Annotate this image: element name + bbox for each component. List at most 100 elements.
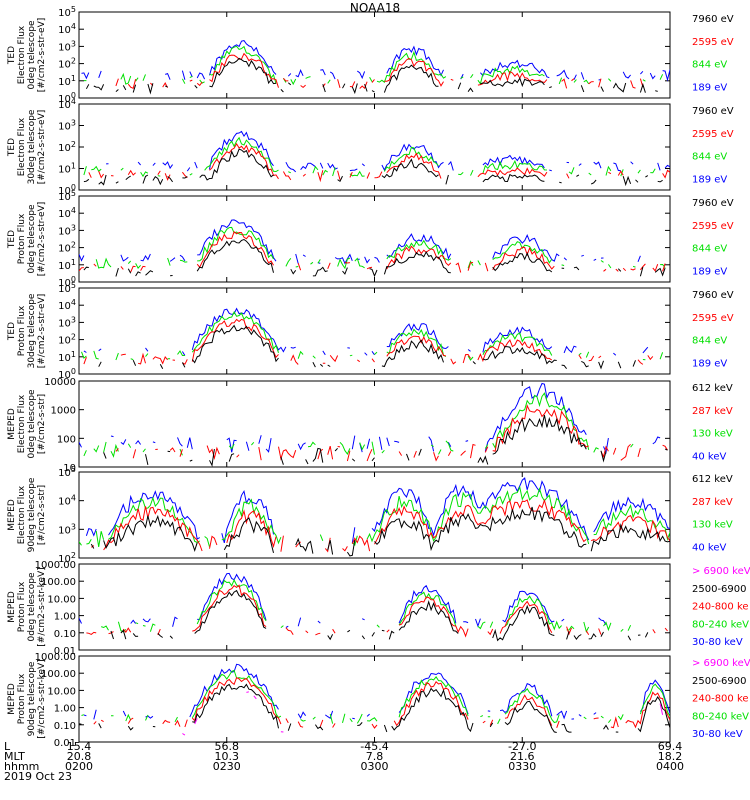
series-2595-ev xyxy=(84,319,670,364)
time-axis-tick-hhmm: 0200 xyxy=(65,760,93,773)
y-tick-label: 1.00 xyxy=(54,612,76,623)
y-tick-label: 105 xyxy=(58,189,76,203)
series-844-ev xyxy=(84,46,670,84)
series-189-ev xyxy=(79,220,668,264)
legend-entry: > 6900 keV xyxy=(692,658,750,669)
y-tick-label: 100.00 xyxy=(41,669,76,680)
y-tick-label: 104 xyxy=(58,206,76,220)
time-axis-tick-mlt: 10.3 xyxy=(214,750,240,763)
series-2500-6900 xyxy=(79,683,670,733)
y-tick-label: 100 xyxy=(58,183,76,197)
y-tick-label: 104 xyxy=(58,494,76,508)
legend-entry: 189 eV xyxy=(692,83,727,94)
legend-entry: 189 eV xyxy=(692,175,727,186)
y-tick-label: 102 xyxy=(58,551,76,565)
series-844-ev xyxy=(84,138,668,176)
legend-entry: 844 eV xyxy=(692,336,727,347)
y-axis-label: TEDProton Flux0deg telescope[#/cm2-s-str… xyxy=(7,202,47,277)
series-2595-ev xyxy=(88,142,670,183)
legend-entry: > 6900 keV xyxy=(692,566,750,577)
y-tick-label: 1000.00 xyxy=(35,652,76,663)
y-tick-label: 0.10 xyxy=(54,629,76,640)
y-tick-label: 102 xyxy=(58,333,76,347)
time-axis-tick-l: -27.0 xyxy=(508,740,537,753)
legend-entry: 7960 eV xyxy=(692,106,734,117)
time-axis-tick-l: 56.8 xyxy=(214,740,240,753)
y-tick-label: 102 xyxy=(58,241,76,255)
legend-entry: 130 keV xyxy=(692,429,733,440)
y-tick-label: 101 xyxy=(58,258,76,272)
y-tick-label: 102 xyxy=(58,57,76,71)
legend-entry: 2595 eV xyxy=(692,37,734,48)
time-axis-row-label: MLT xyxy=(4,750,25,763)
y-axis-label: TEDProton Flux30deg telescope[#/cm2-s-st… xyxy=(7,293,47,368)
legend-entry: 240-800 ke xyxy=(692,602,749,613)
series-80-240-kev xyxy=(81,669,670,725)
time-axis-tick-hhmm: 0330 xyxy=(508,760,537,773)
legend-entry: 287 keV xyxy=(692,406,733,417)
series-240-800-ke xyxy=(93,677,670,729)
y-tick-label: 100 xyxy=(57,434,76,445)
legend-entry: 2500-6900 xyxy=(692,676,747,687)
panel-frame xyxy=(78,655,671,743)
panel-6: 102 103 104 105 MEPEDElectron Flux90deg tele… xyxy=(7,465,733,565)
panel-frame xyxy=(78,287,671,375)
legend-entry: 7960 eV xyxy=(692,198,734,209)
legend-entry: 287 keV xyxy=(692,497,733,508)
time-axis-tick-mlt: 20.8 xyxy=(66,750,92,763)
legend-entry: 40 keV xyxy=(692,452,726,463)
time-axis-tick-l: 15.4 xyxy=(66,740,92,753)
y-tick-label: 101 xyxy=(58,350,76,364)
series-2500-6900 xyxy=(111,591,663,641)
y-axis-label: TEDElectron Flux0deg telescope[#/cm2-s-s… xyxy=(7,18,47,93)
legend-entry: 2500-6900 xyxy=(692,584,747,595)
time-axis-tick-l: -45.4 xyxy=(360,740,389,753)
legend-entry: 2595 eV xyxy=(692,313,734,324)
y-tick-label: 101 xyxy=(58,74,76,88)
y-tick-label: 0.10 xyxy=(54,721,76,732)
panel-1: 100 101 102 103 104 105 TEDElectron Flux0deg t… xyxy=(7,5,734,105)
panel-2: 100 101 102 103 104 TEDElectron Flux30deg tel… xyxy=(7,97,734,197)
legend-entry: 612 keV xyxy=(692,474,733,485)
legend-entry: 80-240 keV xyxy=(692,619,749,630)
panel-3: 100 101 102 103 104 105 TEDProton Flux0deg tel… xyxy=(7,189,734,289)
y-tick-label: 104 xyxy=(58,22,76,36)
y-axis-label: MEPEDElectron Flux90deg telescope[#/cm2-… xyxy=(7,477,47,552)
series-189-ev xyxy=(81,40,670,82)
time-axis-tick-mlt: 7.8 xyxy=(365,750,384,763)
time-axis-tick-hhmm: 0400 xyxy=(656,760,684,773)
series-30-80-kev xyxy=(79,573,668,627)
series-240-800-ke xyxy=(86,584,668,638)
time-axis-row-label: L xyxy=(4,740,11,753)
legend-entry: 189 eV xyxy=(692,267,727,278)
y-tick-label: 1.00 xyxy=(54,704,76,715)
legend-entry: 612 keV xyxy=(692,383,733,394)
y-tick-label: 1000.00 xyxy=(35,560,76,571)
series-612-kev xyxy=(90,506,670,557)
series-844-ev xyxy=(96,227,670,268)
y-tick-label: 100 xyxy=(58,91,76,105)
y-tick-label: 103 xyxy=(58,39,76,53)
time-axis-tick-mlt: 18.2 xyxy=(657,750,683,763)
series-189-ev xyxy=(106,130,670,173)
y-tick-label: 10.00 xyxy=(47,594,76,605)
legend-entry: 7960 eV xyxy=(692,290,734,301)
y-tick-label: 102 xyxy=(58,140,76,154)
y-tick-label: 0.01 xyxy=(54,646,76,657)
series-30-80-kev xyxy=(83,663,670,720)
panel-frame xyxy=(78,471,671,559)
panel-frame xyxy=(78,11,671,99)
y-tick-label: 103 xyxy=(58,315,76,329)
legend-entry: 30-80 keV xyxy=(692,637,743,648)
y-tick-label: 104 xyxy=(58,97,76,111)
time-axis-row-label: 2019 Oct 23 xyxy=(4,770,73,783)
legend-entry: 80-240 keV xyxy=(692,711,749,722)
y-tick-label: 0.01 xyxy=(54,738,76,749)
series-80-240-kev xyxy=(101,580,670,632)
legend-entry: 240-800 ke xyxy=(692,694,749,705)
y-tick-label: 103 xyxy=(58,522,76,536)
y-tick-label: 105 xyxy=(58,5,76,19)
time-axis-tick-mlt: 21.6 xyxy=(510,750,535,763)
y-tick-label: 101 xyxy=(58,162,76,176)
